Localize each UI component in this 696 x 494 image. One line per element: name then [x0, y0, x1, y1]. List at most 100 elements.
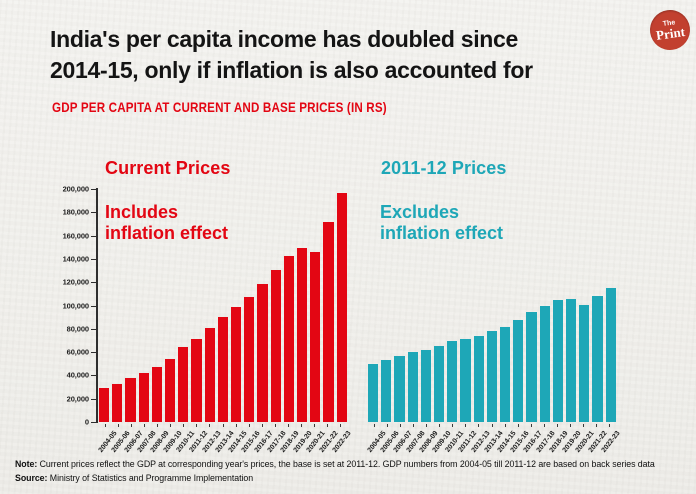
bar-2011-12: [460, 338, 471, 422]
bar-2016-17: [257, 284, 268, 422]
bar-2018-19: [283, 256, 295, 422]
x-axis-tick: [426, 424, 428, 427]
x-axis-tick: [300, 424, 302, 427]
bar-2005-06: [381, 359, 392, 422]
page-title: India's per capita income has doubled si…: [50, 24, 680, 86]
bar-2006-07: [394, 355, 405, 422]
x-axis-tick: [452, 424, 454, 427]
x-axis-tick: [413, 424, 415, 427]
chart-subtitle: GDP PER CAPITA AT CURRENT AND BASE PRICE…: [52, 99, 387, 115]
bar-2014-15: [500, 326, 511, 422]
left-chart-header: Current Prices: [105, 158, 231, 178]
y-axis-label: 160,000: [62, 231, 90, 241]
bar-2007-08: [407, 351, 418, 422]
x-axis-tick: [400, 424, 402, 427]
y-axis-tick: [91, 258, 96, 260]
bar-2006-07: [125, 377, 136, 422]
right-annotation-line-1: Excludes: [380, 202, 460, 222]
y-axis-tick: [91, 189, 96, 190]
current-prices-x-axis: 2004-05 2005-06 2006-07 2007-08 2008-09 2009-…: [97, 423, 353, 471]
note-text: Current prices reflect the GDP at corres…: [37, 459, 655, 469]
bar-2015-16: [244, 297, 255, 422]
y-axis-label: 40,000: [66, 370, 89, 380]
x-axis-tick: [374, 424, 376, 427]
current-prices-bar-chart: [99, 189, 347, 422]
x-axis-tick: [144, 424, 146, 427]
bar-2012-13: [204, 328, 215, 422]
bar-2022-23: [605, 288, 616, 422]
bar-2013-14: [486, 331, 498, 422]
bar-2010-11: [447, 341, 458, 422]
y-axis-label: 120,000: [62, 277, 90, 287]
bar-2020-21: [579, 304, 590, 422]
right-chart-annotation: Excludes inflation effect: [380, 202, 503, 244]
left-annotation-line-1: Includes: [105, 202, 179, 222]
bar-2019-20: [297, 247, 308, 422]
x-axis-tick: [287, 424, 289, 427]
bar-2008-09: [420, 349, 432, 422]
constant-prices-bar-chart: [368, 189, 616, 422]
left-chart-annotation: Includes inflation effect: [105, 202, 228, 244]
x-axis-tick: [183, 424, 185, 427]
y-axis: 0 20,000 40,000 60,000 80,000 100,000 120,000 1…: [20, 185, 96, 427]
y-axis-tick: [91, 305, 96, 307]
title-line-2: 2014-15, only if inflation is also accou…: [50, 57, 533, 83]
x-axis-tick: [556, 424, 558, 427]
bar-2021-22: [323, 221, 334, 422]
x-axis-tick: [118, 424, 120, 427]
y-axis-tick: [91, 235, 96, 237]
y-axis-tick: [91, 375, 96, 377]
bar-2020-21: [310, 251, 321, 422]
x-axis-tick: [339, 424, 341, 427]
logo-text-print: Print: [655, 24, 686, 43]
bar-2010-11: [178, 347, 189, 422]
x-axis-tick: [326, 424, 328, 427]
y-axis-tick: [91, 328, 96, 330]
bar-2008-09: [151, 366, 163, 422]
x-axis-tick: [517, 424, 519, 427]
y-axis-label: 200,000: [62, 184, 90, 194]
x-axis-tick: [504, 424, 506, 427]
x-axis-tick: [608, 424, 610, 427]
bar-2019-20: [566, 298, 577, 422]
y-axis-tick: [91, 422, 96, 423]
x-axis-tick: [235, 424, 237, 427]
x-axis-tick: [313, 424, 315, 427]
bar-2004-05: [368, 363, 379, 422]
bar-2018-19: [552, 300, 564, 422]
x-axis-tick: [274, 424, 276, 427]
y-axis-tick: [91, 282, 96, 284]
title-line-1: India's per capita income has doubled si…: [50, 26, 519, 52]
y-axis-label: 140,000: [62, 254, 90, 264]
bar-2004-05: [99, 387, 110, 422]
bar-2015-16: [513, 319, 524, 422]
y-axis-label: 100,000: [62, 301, 90, 310]
bar-2009-10: [434, 345, 445, 422]
constant-prices-x-axis: 2004-05 2005-06 2006-07 2007-08 2008-09 2009-…: [366, 423, 622, 471]
bar-2009-10: [165, 358, 176, 422]
bar-2005-06: [112, 383, 123, 422]
y-axis-label: 60,000: [66, 347, 89, 357]
bar-2017-18: [539, 306, 550, 422]
y-axis-tick: [91, 398, 96, 400]
x-axis-tick: [491, 424, 493, 427]
x-axis-tick: [530, 424, 532, 427]
x-axis-tick: [387, 424, 389, 427]
y-axis-tick: [91, 352, 96, 354]
bar-2022-23: [336, 192, 347, 422]
bar-2013-14: [217, 317, 229, 422]
x-axis-tick: [478, 424, 480, 427]
x-axis-tick: [569, 424, 571, 427]
y-axis-label: 0: [84, 417, 89, 427]
x-axis-tick: [465, 424, 467, 427]
x-axis-tick: [209, 424, 211, 427]
bar-2012-13: [473, 335, 484, 422]
x-axis-tick: [248, 424, 250, 427]
x-axis-tick: [157, 424, 159, 427]
bar-2007-08: [138, 372, 149, 422]
y-axis-label: 20,000: [66, 394, 89, 404]
bar-2016-17: [526, 311, 537, 422]
y-axis-label: 180,000: [62, 207, 90, 217]
bar-2017-18: [270, 270, 281, 422]
